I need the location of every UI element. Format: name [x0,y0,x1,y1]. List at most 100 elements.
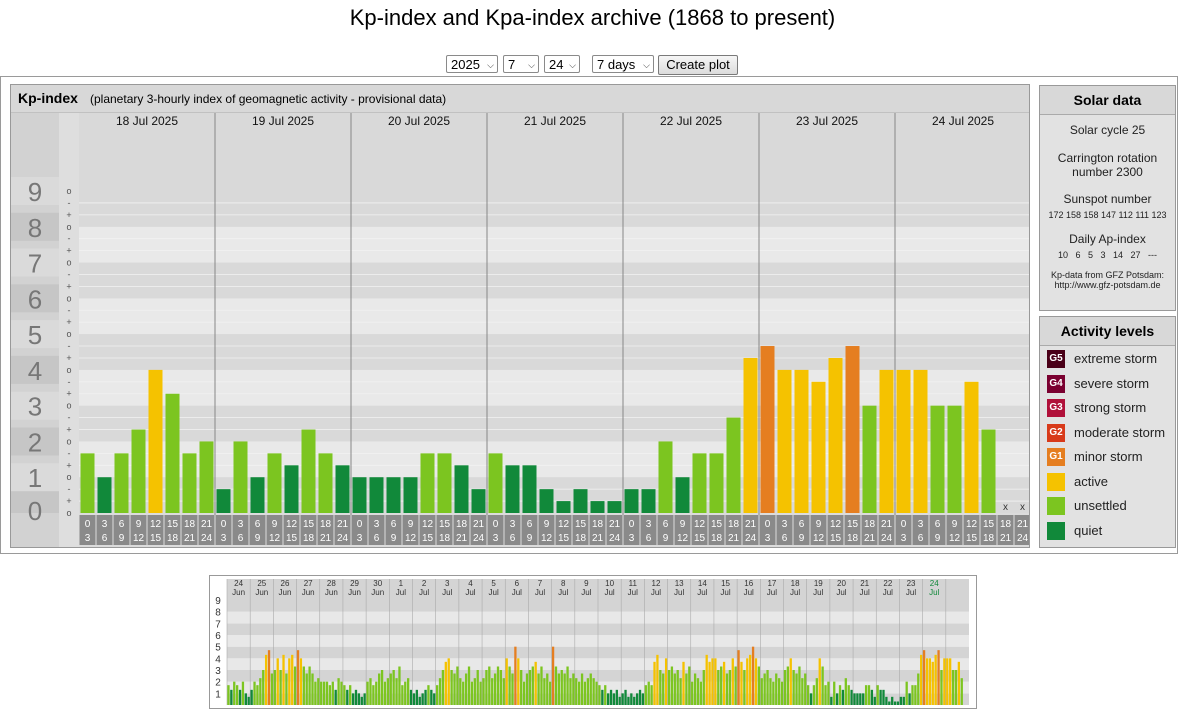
overview-bar [334,689,337,705]
interval-start-label: 12 [830,519,842,530]
interval-start-label: 3 [782,519,788,530]
overview-bar [253,681,256,705]
overview-bar [415,689,418,705]
kp-bar [760,346,775,513]
overview-bar [540,666,543,705]
interval-end-label: 3 [765,533,771,544]
overview-bar [360,696,363,705]
interval-start-label: 0 [901,519,907,530]
y-label-cell [11,177,59,205]
overview-bar [615,689,618,705]
overview-bar [392,670,395,705]
overview-bar [508,666,511,705]
overview-bar [485,670,488,705]
overview-bar [233,681,236,705]
day-label: 19 Jul 2025 [252,114,314,128]
interval-start-label: 21 [337,519,349,530]
interval-end-label: 3 [221,533,227,544]
interval-end-label: 24 [609,533,621,544]
create-plot-button[interactable]: Create plot [658,55,738,75]
y-label-cell [11,284,59,313]
overview-bar [256,685,259,705]
overview-bar [693,673,697,705]
overview-bar [572,673,575,705]
interval-end-label: 24 [745,533,757,544]
interval-end-label: 6 [918,533,924,544]
year-select[interactable]: 2025 ⌵ [446,55,498,73]
overview-bar [380,670,384,705]
interval-end-label: 9 [255,533,261,544]
overview-day-number: 28 [327,579,336,588]
interval-cell [317,515,334,545]
y-subtick-label: + [66,281,71,291]
overview-bar [305,673,308,705]
interval-start-label: 12 [286,519,298,530]
overview-day-number: 6 [515,579,520,588]
overview-day-number: 18 [791,579,800,588]
overview-bar [595,681,598,705]
interval-end-label: 12 [677,533,689,544]
overview-bar [630,693,633,705]
overview-day-number: 25 [257,579,266,588]
interval-end-label: 12 [133,533,145,544]
interval-end-label: 24 [473,533,485,544]
overview-bar [806,685,810,705]
overview-bar [893,701,897,705]
interval-end-label: 9 [391,533,397,544]
overview-bar [830,696,833,705]
y-label-cell [11,320,59,349]
interval-start-label: 18 [184,519,196,530]
interval-end-label: 9 [935,533,941,544]
overview-bar [354,689,358,705]
overview-bar [395,678,398,705]
overview-y-label: 7 [215,619,221,630]
overview-month: Jul [628,588,638,597]
day-label: 24 Jul 2025 [932,114,994,128]
legend-label: unsettled [1074,498,1127,513]
overview-bar [705,654,708,705]
y-tick-label: 4 [28,356,42,386]
interval-cell [487,515,504,545]
interval-start-label: 15 [711,519,723,530]
overview-bar [525,673,529,705]
interval-end-label: 9 [119,533,125,544]
overview-bar [502,678,505,705]
kp-bar [335,465,350,513]
source-line-2: http://www.gfz-potsdam.de [1054,280,1161,290]
overview-bar [740,661,743,705]
overview-bar [505,658,508,705]
legend-item-moderate-storm: G2 moderate storm [1046,423,1174,443]
overview-bar [589,673,592,705]
interval-end-label: 18 [303,533,315,544]
interval-start-label: 9 [544,519,550,530]
overview-bar [925,658,929,705]
overview-bar [560,670,563,705]
month-select[interactable]: 7 ⌵ [503,55,539,73]
overview-bar [914,685,917,705]
interval-cell [895,515,912,545]
interval-cell [640,515,657,545]
overview-bar [801,678,804,705]
interval-start-label: 18 [1000,519,1012,530]
overview-month: Jul [906,588,916,597]
overview-day-number: 14 [698,579,707,588]
overview-bar [351,693,355,705]
kp-bar [794,369,809,513]
overview-bar [230,689,233,705]
overview-bar [809,693,813,705]
overview-bar [320,681,323,705]
overview-day-number: 12 [652,579,661,588]
overview-bar [670,666,674,705]
y-tick-label: 3 [28,392,42,422]
overview-bar [870,689,874,705]
overview-bar [328,685,332,705]
legend-item-severe-storm: G4 severe storm [1046,374,1174,394]
overview-day-number: 5 [491,579,496,588]
ap-title: Daily Ap-index [1069,232,1146,246]
interval-cell [555,515,572,545]
day-select[interactable]: 24 ⌵ [544,55,580,73]
interval-start-label: 6 [391,519,397,530]
overview-bar [241,681,245,705]
range-select[interactable]: 7 days ⌵ [592,55,654,73]
kp-bar [97,477,112,513]
